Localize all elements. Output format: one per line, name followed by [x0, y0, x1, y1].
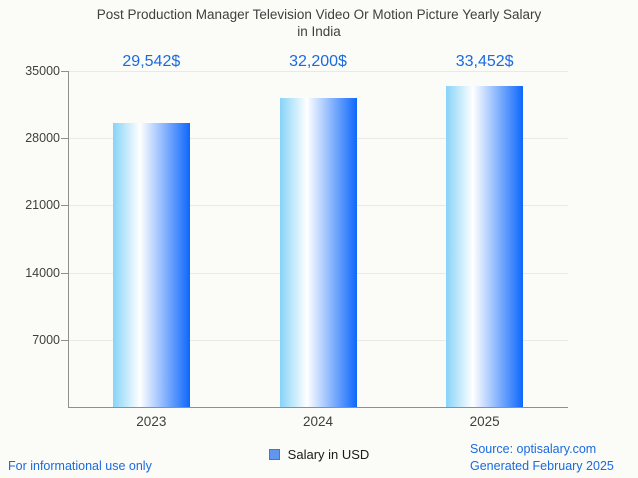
legend-swatch-icon	[268, 449, 280, 460]
y-tick	[61, 138, 68, 140]
bar-2025[interactable]	[446, 85, 524, 407]
y-tick	[61, 339, 68, 341]
bar-value-label: 33,452$	[455, 53, 514, 70]
x-axis-line	[68, 407, 568, 408]
y-tick	[61, 205, 68, 207]
disclaimer-text: For informational use only	[8, 459, 152, 473]
y-axis-label: 14000	[25, 265, 60, 280]
source-block: Source: optisalary.com Generated Februar…	[470, 441, 614, 475]
y-axis-label: 28000	[25, 131, 60, 146]
x-axis-label: 2024	[302, 414, 334, 429]
bar-value-label: 32,200$	[289, 53, 347, 70]
bar-2024[interactable]	[279, 97, 357, 407]
legend-label: Salary in USD	[287, 447, 370, 462]
chart-title-line1: Post Production Manager Television Video…	[96, 7, 542, 22]
y-axis-label: 21000	[25, 198, 60, 213]
bar-value-label: 29,542$	[122, 53, 181, 70]
bar-2023[interactable]	[112, 123, 190, 407]
y-axis-label: 35000	[25, 64, 60, 78]
y-axis-line	[68, 71, 69, 407]
gridline	[68, 71, 568, 72]
generated-date: Generated February 2025	[470, 459, 614, 473]
y-tick	[61, 272, 68, 274]
y-axis-label: 7000	[32, 332, 60, 347]
source-link[interactable]: Source: optisalary.com	[470, 442, 597, 456]
chart-title-line2: in India	[297, 24, 341, 39]
chart-title: Post Production Manager Television Video…	[0, 6, 638, 40]
x-axis-label: 2025	[469, 414, 500, 429]
legend[interactable]: Salary in USD	[0, 447, 638, 462]
y-tick	[61, 71, 68, 72]
x-axis-label: 2023	[136, 414, 167, 429]
